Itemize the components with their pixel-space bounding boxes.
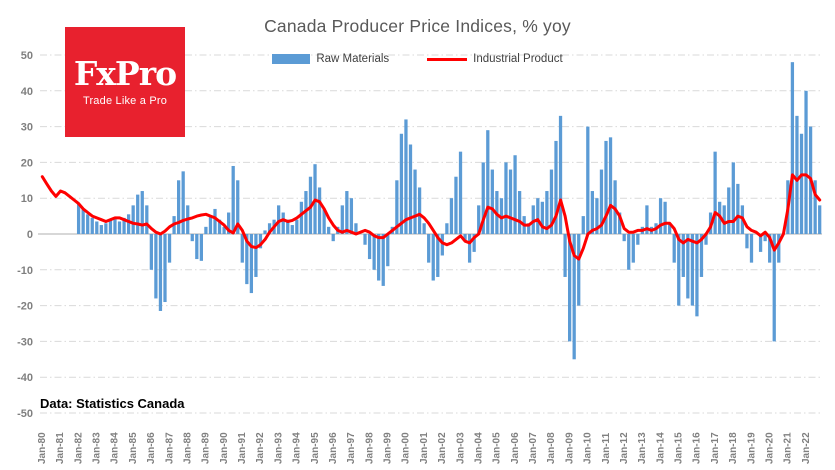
x-tick-label: Jan-16 [692, 432, 703, 464]
x-tick-label: Jan-88 [182, 432, 193, 464]
y-tick-label: -40 [17, 372, 33, 384]
x-tick-label: Jan-04 [473, 432, 484, 464]
legend-item-industrial-product: Industrial Product [427, 53, 563, 65]
y-tick-label: 10 [21, 193, 33, 205]
x-tick-label: Jan-80 [37, 432, 48, 464]
legend: Raw Materials Industrial Product [0, 53, 835, 65]
x-tick-label: Jan-99 [383, 432, 394, 464]
x-tick-label: Jan-12 [619, 432, 630, 464]
x-tick-label: Jan-81 [55, 432, 66, 464]
x-tick-label: Jan-82 [73, 432, 84, 464]
x-tick-label: Jan-87 [164, 432, 175, 464]
y-tick-label: 0 [27, 229, 33, 241]
x-tick-label: Jan-19 [746, 432, 757, 464]
y-tick-label: -30 [17, 336, 33, 348]
legend-label-raw-materials: Raw Materials [316, 53, 390, 65]
x-tick-label: Jan-94 [292, 432, 303, 464]
industrial-product-swatch-icon [427, 57, 468, 61]
logo-brand-text: FxPro [73, 54, 177, 93]
x-tick-label: Jan-22 [801, 432, 812, 464]
legend-item-raw-materials: Raw Materials [272, 53, 389, 65]
raw-materials-bars [76, 62, 822, 360]
source-note: Data: Statistics Canada [40, 396, 185, 411]
industrial-product-line [40, 173, 822, 261]
x-tick-label: Jan-83 [92, 432, 103, 464]
x-tick-label: Jan-96 [328, 432, 339, 464]
y-tick-label: -20 [17, 301, 33, 313]
x-tick-label: Jan-91 [237, 432, 248, 464]
x-tick-label: Jan-15 [674, 432, 685, 464]
x-tick-label: Jan-20 [764, 432, 775, 464]
x-tick-label: Jan-03 [455, 432, 466, 464]
x-tick-label: Jan-00 [401, 432, 412, 464]
y-tick-label: 20 [21, 157, 33, 169]
x-tick-label: Jan-14 [655, 432, 666, 464]
x-tick-label: Jan-97 [346, 432, 357, 464]
x-tick-label: Jan-17 [710, 432, 721, 464]
x-tick-label: Jan-18 [728, 432, 739, 464]
fxpro-logo: FxPro Trade Like a Pro [65, 27, 185, 137]
x-tick-label: Jan-10 [583, 432, 594, 464]
x-tick-label: Jan-92 [255, 432, 266, 464]
x-tick-label: Jan-13 [637, 432, 648, 464]
logo-tagline-text: Trade Like a Pro [82, 95, 168, 107]
x-tick-label: Jan-07 [528, 432, 539, 464]
x-tick-label: Jan-09 [564, 432, 575, 464]
y-tick-label: 30 [21, 122, 33, 134]
x-tick-label: Jan-98 [364, 432, 375, 464]
legend-label-industrial-product: Industrial Product [473, 53, 563, 65]
y-tick-label: -50 [17, 408, 33, 420]
y-tick-label: -10 [17, 265, 33, 277]
x-tick-label: Jan-01 [419, 432, 430, 464]
y-tick-label: 50 [21, 50, 33, 62]
x-tick-label: Jan-95 [310, 432, 321, 464]
x-tick-label: Jan-90 [219, 432, 230, 464]
x-tick-label: Jan-93 [273, 432, 284, 464]
x-tick-label: Jan-06 [510, 432, 521, 464]
x-tick-label: Jan-02 [437, 432, 448, 464]
x-tick-label: Jan-11 [601, 432, 612, 464]
raw-materials-swatch-icon [272, 54, 311, 64]
x-tick-label: Jan-08 [546, 432, 557, 464]
x-tick-label: Jan-85 [128, 432, 139, 464]
x-tick-label: Jan-89 [201, 432, 212, 464]
x-tick-label: Jan-86 [146, 432, 157, 464]
page-title: Canada Producer Price Indices, % yoy [264, 16, 571, 36]
x-tick-label: Jan-84 [110, 432, 121, 464]
x-tick-label: Jan-21 [783, 432, 794, 464]
x-tick-label: Jan-05 [492, 432, 503, 464]
y-tick-label: 40 [21, 86, 33, 98]
